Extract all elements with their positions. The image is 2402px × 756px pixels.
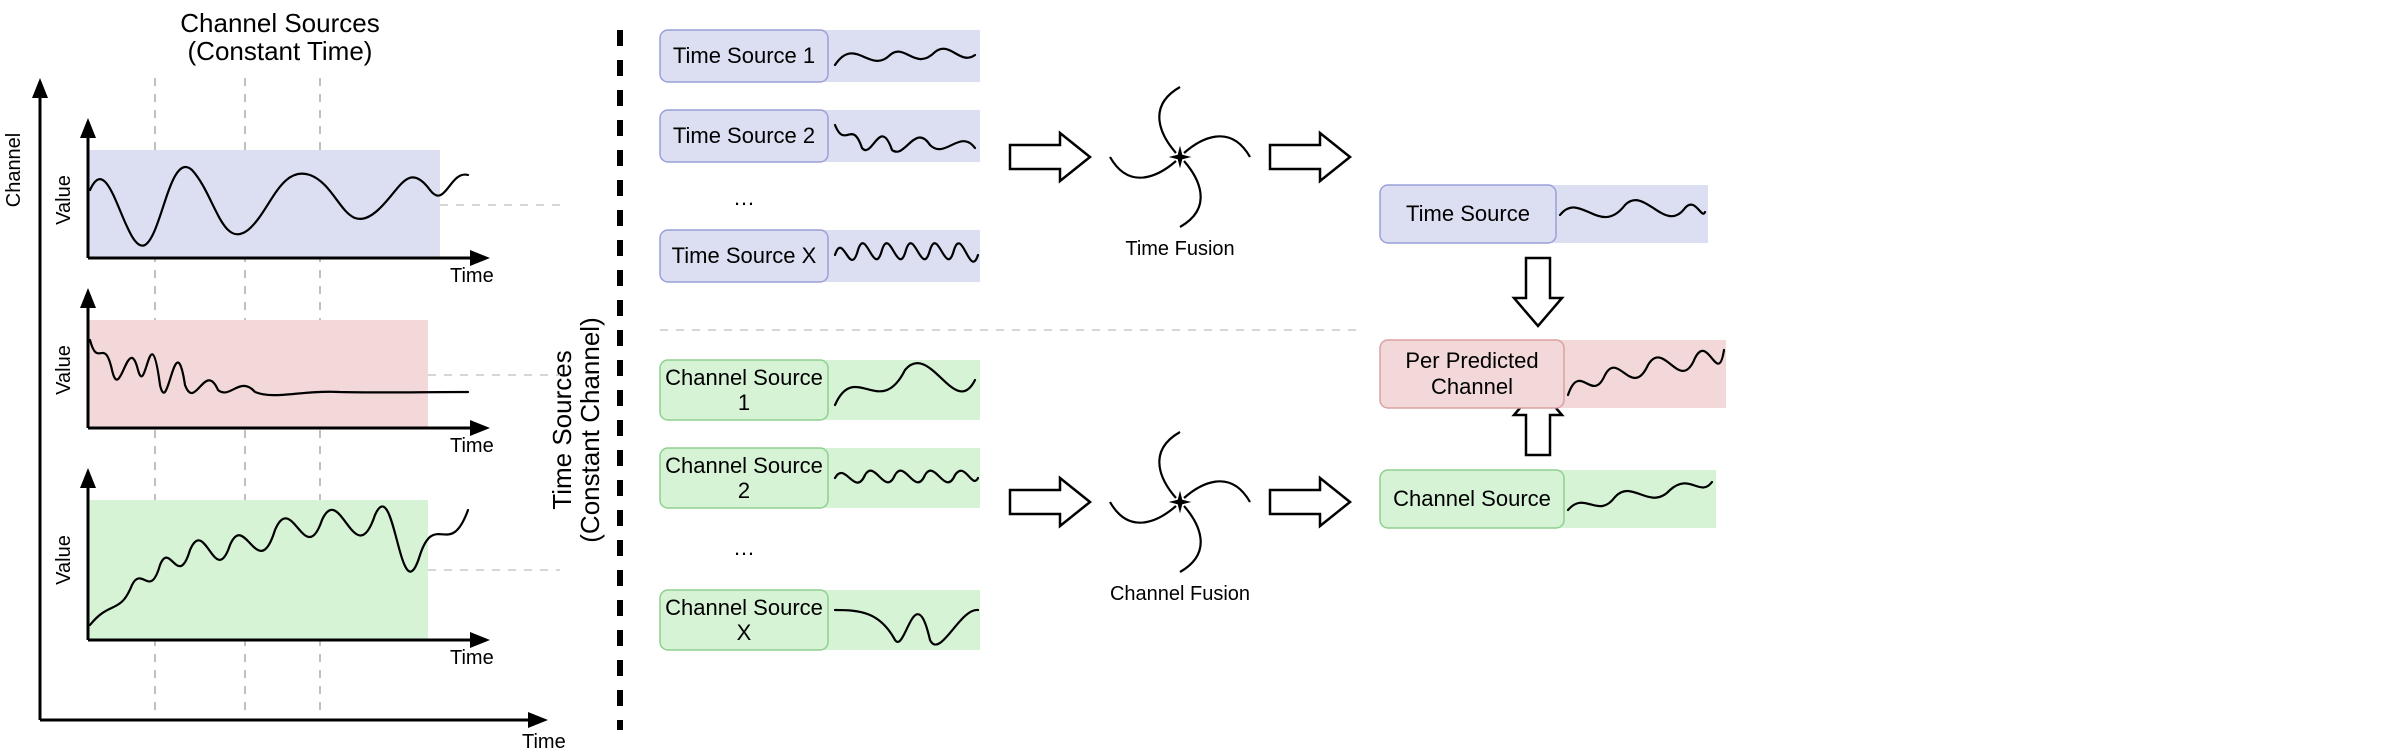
outer-x-label: Time [522,731,566,753]
channel-fusion-label: Channel Fusion [1110,583,1250,605]
channel-dots: … [733,535,755,560]
time-source-2-label: Time Source 2 [673,123,815,148]
time-source-out-label: Time Source [1406,201,1530,226]
inner3-x: Time [450,647,494,669]
inner3-y: Value [53,535,75,585]
per-predicted-l2: Channel [1431,374,1513,399]
time-source-x-label: Time Source X [672,243,817,268]
channel-source-out: Channel Source [1380,470,1716,528]
time-source-1: Time Source 1 [660,30,980,82]
channel-source-1: Channel Source 1 [660,360,980,420]
inner1-y: Value [53,175,75,225]
arrow-channel-out [1270,478,1350,526]
channel-fusion-icon [1110,432,1250,572]
time-source-1-label: Time Source 1 [673,43,815,68]
arrow-time-out [1270,133,1350,181]
arrow-time-in [1010,133,1090,181]
inner-chart-1: Value Time [53,118,560,287]
arrow-down [1514,258,1562,326]
channel-source-x-l2: X [737,620,752,645]
channel-source-2-l1: Channel Source [665,453,823,478]
inner-chart-2: Value Time [53,288,560,457]
time-fusion-label: Time Fusion [1125,238,1234,260]
inner1-x: Time [450,265,494,287]
left-title-line1: Channel Sources [180,8,379,38]
left-side-title-l1: Time Sources [547,350,577,509]
diagram-canvas: Channel Sources (Constant Time) Time Sou… [0,0,2402,756]
inner2-x: Time [450,435,494,457]
time-source-2: Time Source 2 [660,110,980,162]
channel-source-1-l1: Channel Source [665,365,823,390]
time-source-out: Time Source [1380,185,1708,243]
arrow-channel-in [1010,478,1090,526]
inner2-y: Value [53,345,75,395]
left-side-title-l2: (Constant Channel) [575,317,605,542]
channel-source-2-l2: 2 [738,478,750,503]
time-dots: … [733,185,755,210]
inner-chart-3: Value Time [53,468,560,669]
per-predicted-l1: Per Predicted [1405,348,1538,373]
per-predicted-channel: Per Predicted Channel [1380,340,1726,408]
channel-source-x-l1: Channel Source [665,595,823,620]
channel-source-2: Channel Source 2 [660,448,980,508]
time-fusion-icon [1110,87,1250,227]
time-source-x: Time Source X [660,230,980,282]
channel-source-x: Channel Source X [660,590,980,650]
outer-y-label: Channel [3,133,25,208]
channel-source-out-label: Channel Source [1393,486,1551,511]
channel-source-1-l2: 1 [738,390,750,415]
left-title-line2: (Constant Time) [188,36,373,66]
